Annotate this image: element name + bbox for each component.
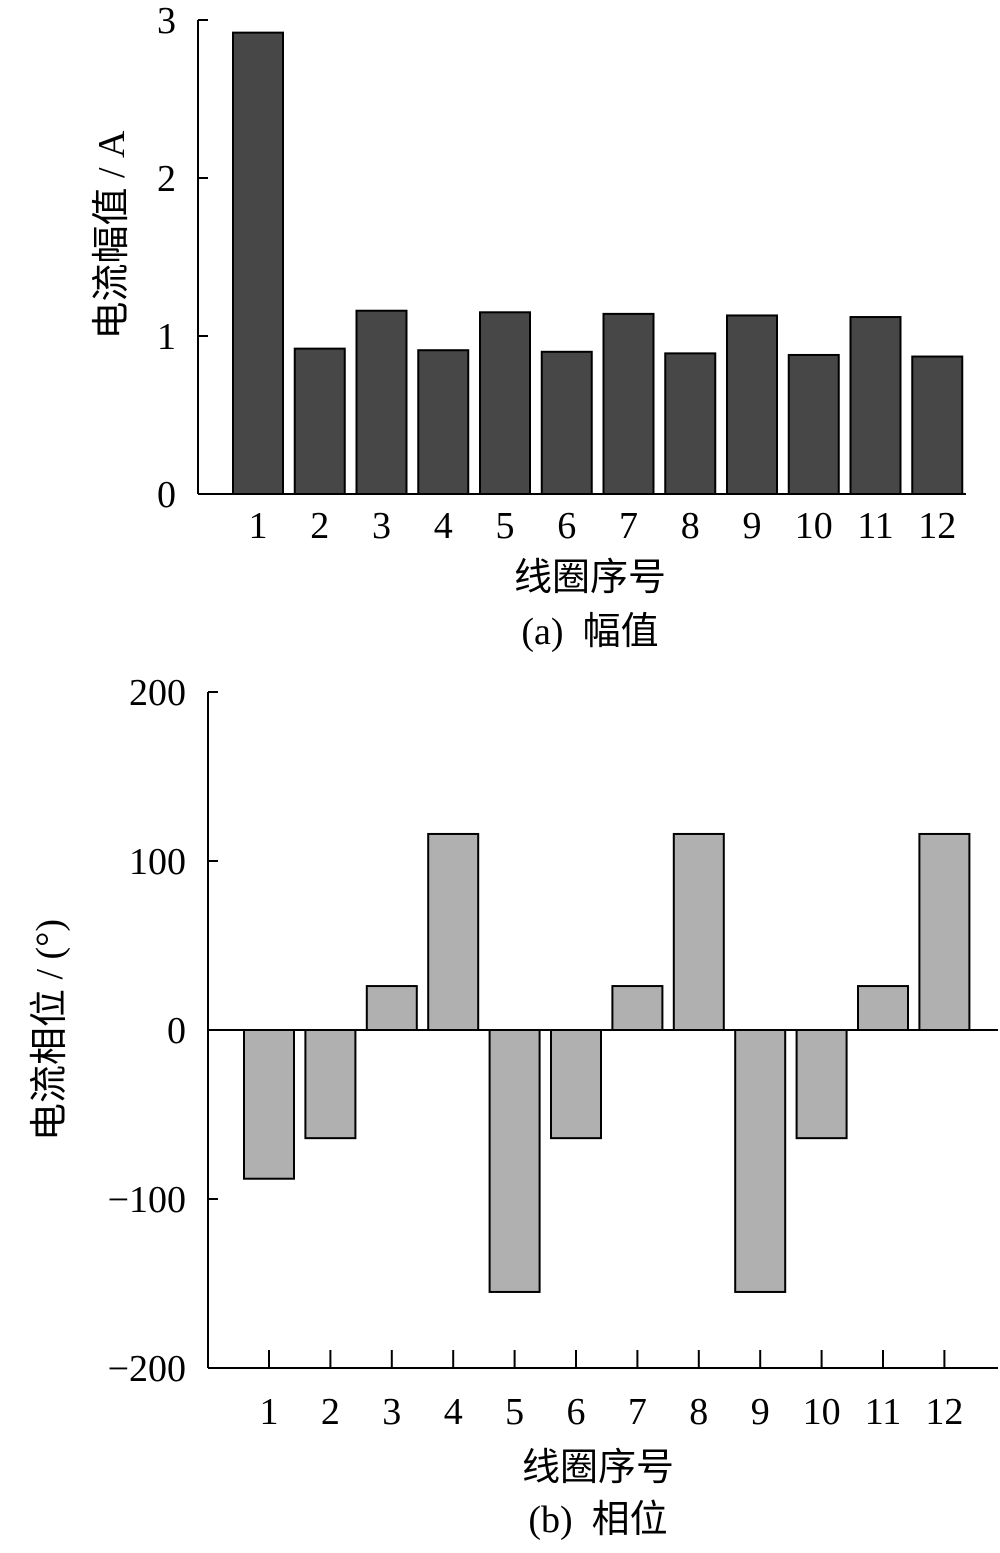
chart-b-y-tick-label: 100: [129, 841, 186, 883]
chart-a-x-tick-label: 10: [795, 505, 833, 547]
chart-a-bar-10: [787, 353, 840, 495]
chart-b-x-tick-label: 12: [925, 1391, 963, 1433]
chart-a-x-tick-label: 7: [619, 505, 638, 547]
chart-a-y-tick-label: 1: [157, 316, 176, 358]
chart-a-bar-7: [602, 312, 655, 495]
chart-a-y-tick-label: 3: [157, 0, 176, 42]
chart-a-x-tick-label: 5: [496, 505, 515, 547]
chart-a-x-tick-label: 9: [743, 505, 762, 547]
chart-b-caption: (b) 相位: [528, 1499, 667, 1541]
chart-a-bar-3: [355, 309, 408, 495]
chart-a-x-tick-label: 1: [249, 505, 268, 547]
chart-a-bar-1: [232, 31, 284, 495]
chart-a-bar-5: [479, 311, 531, 495]
chart-b-y-tick-label: 0: [167, 1010, 186, 1052]
chart-b-x-axis-label: 线圈序号: [522, 1447, 674, 1489]
chart-b-bar-12: [918, 832, 971, 1032]
chart-b-x-tick-label: 3: [382, 1391, 401, 1433]
chart-a-y-axis-label: 电流幅值 / A: [91, 130, 133, 340]
chart-a-bar-11: [849, 316, 902, 496]
chart-b-bar-11: [857, 985, 909, 1031]
chart-a-y-ticks: 0 1 2 3: [157, 0, 208, 516]
chart-b-x-tick-label: 1: [260, 1391, 279, 1433]
chart-a-x-tick-label: 12: [918, 505, 956, 547]
chart-a-bar-6: [540, 350, 593, 495]
chart-b-bar-1: [243, 1029, 295, 1180]
chart-a-bar-12: [911, 355, 964, 496]
chart-b-y-axis-label: 电流相位 / (°): [29, 919, 71, 1141]
chart-b-x-tick-label: 2: [321, 1391, 340, 1433]
chart-b-bars: [243, 832, 971, 1293]
chart-b-bar-5: [488, 1029, 541, 1293]
chart-a-y-tick-label: 2: [157, 158, 176, 200]
chart-b-x-tick-label: 8: [689, 1391, 708, 1433]
chart-a-x-axis-label: 线圈序号: [514, 557, 666, 599]
chart-a-bar-2: [293, 347, 346, 496]
chart-a-caption: (a) 幅值: [521, 611, 658, 653]
chart-a-y-tick-label: 0: [157, 474, 176, 516]
chart-b-bar-2: [304, 1029, 357, 1140]
chart-b-x-tick-label: 5: [505, 1391, 524, 1433]
chart-a-x-tick-label: 8: [681, 505, 700, 547]
chart-b-y-tick-label: 200: [129, 672, 186, 714]
chart-b-bar-4: [427, 832, 480, 1032]
chart-a-bars: [232, 31, 964, 496]
chart-b-bar-8: [672, 832, 725, 1032]
chart-b-bar-7: [611, 985, 664, 1031]
chart-b-x-ticks: 1 2 3 4 5 6 7 8 9 10 11 12: [260, 1350, 963, 1433]
chart-b-x-tick-label: 9: [751, 1391, 770, 1433]
chart-b-x-tick-label: 7: [628, 1391, 647, 1433]
chart-a-x-tick-label: 6: [557, 505, 576, 547]
chart-b-bar-9: [734, 1029, 787, 1293]
chart-b-y-ticks: 200 100 0 −100 −200: [108, 672, 218, 1390]
chart-b-y-tick-label: −200: [108, 1348, 186, 1390]
chart-a-bar-4: [417, 349, 470, 495]
chart-b-x-tick-label: 11: [865, 1391, 902, 1433]
chart-b-x-tick-label: 10: [803, 1391, 841, 1433]
chart-a-x-tick-label: 3: [372, 505, 391, 547]
chart-a-bar-8: [664, 352, 717, 495]
chart-b-bar-10: [795, 1029, 848, 1140]
chart-b-x-tick-label: 6: [567, 1391, 586, 1433]
chart-b-bar-3: [365, 985, 418, 1031]
chart-b-y-tick-label: −100: [108, 1179, 186, 1221]
chart-a-x-tick-label: 11: [857, 505, 894, 547]
chart-b-bar-6: [550, 1029, 602, 1140]
chart-a-x-ticks: 1 2 3 4 5 6 7 8 9 10 11 12: [249, 505, 957, 547]
chart-b-x-tick-label: 4: [444, 1391, 463, 1433]
chart-a-x-tick-label: 4: [434, 505, 453, 547]
chart-a-x-tick-label: 2: [310, 505, 329, 547]
chart-a-bar-9: [726, 314, 778, 495]
